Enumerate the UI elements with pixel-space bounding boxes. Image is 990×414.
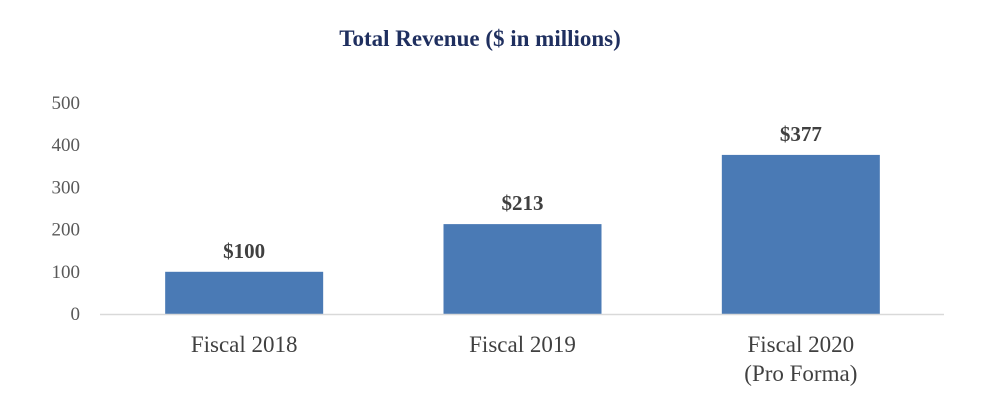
y-tick-label: 500 — [52, 93, 81, 114]
y-tick-label: 100 — [52, 262, 81, 283]
x-tick-label: Fiscal 2019 — [469, 332, 576, 357]
bar — [165, 271, 324, 314]
data-label: $100 — [223, 239, 265, 263]
y-tick-label: 0 — [71, 304, 81, 325]
data-labels: $100 $213 $377 — [223, 122, 822, 263]
data-label: $213 — [502, 191, 544, 215]
data-label: $377 — [780, 122, 822, 146]
y-tick-label: 300 — [52, 177, 81, 198]
x-axis: Fiscal 2018 Fiscal 2019 Fiscal 2020 (Pro Fo… — [191, 332, 858, 386]
bar-series — [165, 154, 880, 314]
y-axis: 0 100 200 300 400 500 — [52, 93, 81, 325]
bar — [721, 154, 880, 314]
bar — [443, 224, 602, 314]
y-tick-label: 400 — [52, 135, 81, 156]
chart-title: Total Revenue ($ in millions) — [339, 26, 621, 51]
x-tick-label: (Pro Forma) — [744, 361, 857, 386]
x-tick-label: Fiscal 2020 — [747, 332, 854, 357]
x-tick-label: Fiscal 2018 — [191, 332, 298, 357]
y-tick-label: 200 — [52, 220, 81, 241]
